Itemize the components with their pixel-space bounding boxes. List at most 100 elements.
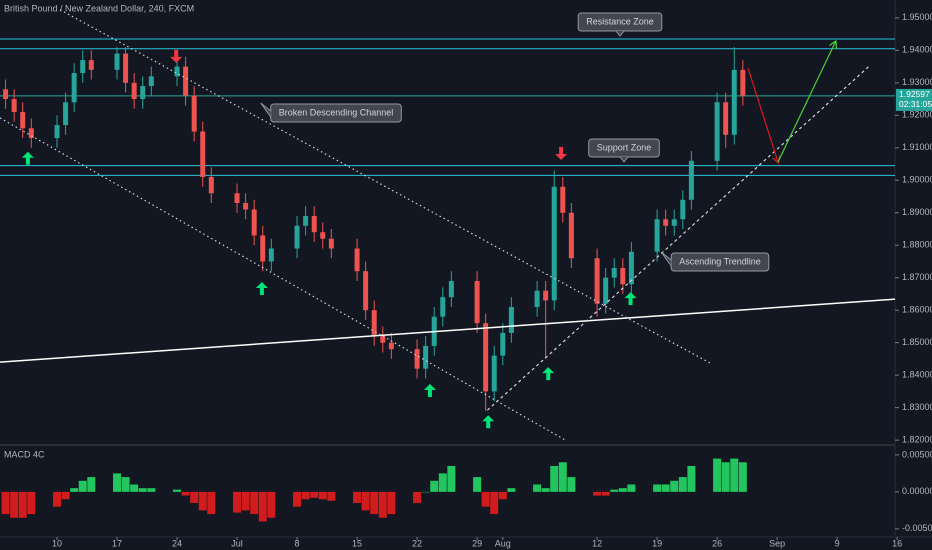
candle-body bbox=[688, 160, 694, 200]
macd-bar bbox=[361, 491, 370, 511]
macd-bar bbox=[121, 477, 130, 492]
candle-body bbox=[363, 271, 369, 311]
candle-body bbox=[603, 277, 609, 304]
macd-bar bbox=[61, 491, 70, 500]
macd-bar bbox=[378, 491, 387, 518]
candle-body bbox=[260, 235, 266, 262]
x-tick-label: 12 bbox=[592, 538, 602, 548]
symbol-header: British Pound / New Zealand Dollar, 240,… bbox=[4, 3, 194, 13]
candle-body bbox=[251, 209, 257, 236]
macd-bar bbox=[113, 473, 122, 492]
macd-bar bbox=[421, 491, 430, 493]
y-tick-label: -0.00500 bbox=[902, 523, 932, 533]
macd-bar bbox=[181, 491, 190, 496]
macd-bar bbox=[618, 488, 627, 492]
macd-bar bbox=[301, 491, 310, 500]
signal-arrow bbox=[255, 282, 268, 296]
macd-bar bbox=[447, 465, 456, 492]
indicator-title: MACD 4C bbox=[4, 449, 45, 459]
candle-body bbox=[568, 212, 574, 259]
candle-body bbox=[140, 86, 146, 100]
candle-body bbox=[414, 349, 420, 369]
candle-body bbox=[71, 73, 77, 103]
macd-bar bbox=[353, 491, 362, 503]
last-price-label: 1.92597 bbox=[899, 89, 930, 99]
macd-bar bbox=[653, 484, 662, 492]
macd-bar bbox=[533, 484, 542, 492]
candle-body bbox=[440, 297, 446, 317]
candle-body bbox=[183, 66, 189, 96]
macd-bar bbox=[713, 458, 722, 492]
macd-bar bbox=[473, 477, 482, 492]
annotation-pointer bbox=[260, 102, 272, 118]
drawn-line bbox=[777, 42, 835, 163]
y-tick-label: 1.90000 bbox=[902, 175, 932, 185]
macd-bar bbox=[678, 477, 687, 492]
candle-body bbox=[148, 76, 154, 87]
y-tick-label: 1.89000 bbox=[902, 207, 932, 217]
y-tick-label: 1.93000 bbox=[902, 77, 932, 87]
signal-arrow bbox=[423, 384, 436, 398]
macd-bar bbox=[593, 491, 602, 496]
candle-body bbox=[731, 69, 737, 135]
candle-body bbox=[320, 232, 326, 239]
candle-body bbox=[80, 60, 86, 74]
macd-bar bbox=[318, 491, 327, 500]
macd-bar bbox=[1, 491, 10, 515]
y-tick-label: 0.00500 bbox=[902, 449, 932, 459]
y-tick-label: 1.91000 bbox=[902, 142, 932, 152]
candle-body bbox=[303, 216, 309, 226]
x-tick-label: Jul bbox=[231, 538, 243, 548]
candle-body bbox=[208, 177, 214, 194]
candle-body bbox=[131, 82, 137, 100]
macd-bar bbox=[413, 491, 422, 503]
y-tick-label: 1.84000 bbox=[902, 370, 932, 380]
candle-body bbox=[560, 186, 566, 213]
macd-bar bbox=[241, 491, 250, 511]
candle-body bbox=[723, 102, 729, 135]
y-tick-label: 1.88000 bbox=[902, 240, 932, 250]
candle-body bbox=[594, 258, 600, 304]
candle-body bbox=[63, 102, 69, 126]
drawn-line bbox=[0, 298, 896, 363]
macd-bar bbox=[78, 480, 87, 492]
signal-arrow bbox=[170, 49, 183, 63]
candle-body bbox=[191, 95, 197, 132]
macd-bar bbox=[601, 491, 610, 496]
annotation-text: Support Zone bbox=[597, 142, 652, 152]
macd-bar bbox=[293, 491, 302, 507]
candle-body bbox=[354, 248, 360, 272]
macd-bar bbox=[387, 491, 396, 515]
drawn-line bbox=[0, 117, 566, 441]
macd-bar bbox=[661, 484, 670, 492]
x-tick-label: 9 bbox=[835, 538, 840, 548]
macd-bar bbox=[207, 491, 216, 515]
drawn-line bbox=[747, 67, 778, 162]
candle-body bbox=[388, 342, 394, 350]
y-tick-label: 0.00000 bbox=[902, 486, 932, 496]
macd-bar bbox=[490, 491, 499, 515]
annotation-text: Resistance Zone bbox=[586, 16, 654, 26]
x-tick-label: 24 bbox=[172, 538, 182, 548]
candle-body bbox=[28, 128, 34, 139]
annotation-pointer bbox=[619, 156, 629, 163]
x-tick-label: 16 bbox=[892, 538, 902, 548]
candle-body bbox=[88, 60, 94, 70]
candle-body bbox=[311, 216, 317, 233]
y-tick-label: 1.86000 bbox=[902, 305, 932, 315]
macd-bar bbox=[721, 462, 730, 492]
x-tick-label: 22 bbox=[412, 538, 422, 548]
x-tick-label: 10 bbox=[52, 538, 62, 548]
candle-body bbox=[380, 336, 386, 343]
x-tick-label: 17 bbox=[112, 538, 122, 548]
signal-arrow bbox=[21, 151, 34, 165]
candle-body bbox=[534, 290, 540, 307]
candle-body bbox=[448, 280, 454, 298]
candle-body bbox=[423, 345, 429, 369]
signal-arrow bbox=[624, 292, 637, 306]
x-tick-label: 29 bbox=[472, 538, 482, 548]
macd-bar bbox=[53, 491, 62, 507]
candle-body bbox=[114, 53, 120, 70]
drawn-line bbox=[59, 9, 711, 364]
